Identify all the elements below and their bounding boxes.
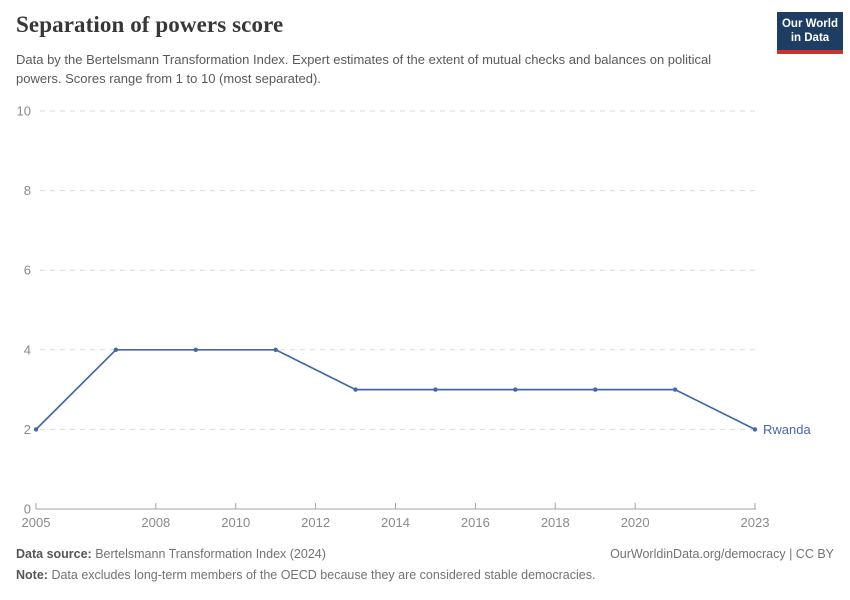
x-tick-label-2020: 2020 [621, 515, 650, 530]
data-point-2023 [752, 427, 758, 432]
footer-note-label: Note: [16, 568, 48, 582]
y-tick-label-4: 4 [24, 342, 31, 357]
data-point-2015 [433, 387, 438, 392]
owid-logo: Our World in Data [777, 12, 843, 54]
x-tick-label-2012: 2012 [301, 515, 330, 530]
data-point-2007 [113, 347, 119, 352]
x-tick-label-2008: 2008 [141, 515, 170, 530]
x-tick-label-2014: 2014 [381, 515, 410, 530]
gridlines [40, 110, 756, 430]
x-tick-label-2018: 2018 [541, 515, 570, 530]
x-tick-label-2023: 2023 [741, 515, 770, 530]
data-point-2009 [193, 347, 198, 352]
x-tick-label-2005: 2005 [22, 515, 51, 530]
chart-subtitle: Data by the Bertelsmann Transformation I… [16, 52, 712, 86]
footer-source: Data source: Bertelsmann Transformation … [16, 547, 326, 561]
y-tick-label-0: 0 [24, 502, 31, 517]
data-point-2005 [33, 427, 39, 432]
data-point-2011 [273, 347, 278, 352]
y-axis-labels: 0 2 4 6 8 10 [17, 104, 31, 517]
footer-note-value: Data excludes long-term members of the O… [51, 568, 596, 582]
y-tick-label-6: 6 [24, 263, 31, 278]
footer-rights: OurWorldinData.org/democracy | CC BY [610, 547, 834, 561]
x-axis: 2005 2008 2010 2012 2014 2016 2018 2020 2023 [22, 503, 770, 530]
y-tick-label-2: 2 [24, 422, 31, 437]
data-point-2019 [593, 387, 598, 392]
entity-label-rwanda: Rwanda [763, 422, 811, 437]
footer-source-value: Bertelsmann Transformation Index (2024) [95, 547, 326, 561]
data-point-2013 [353, 387, 358, 392]
series-layer: Rwanda [33, 347, 811, 437]
y-tick-label-10: 10 [17, 104, 31, 119]
footer-note-row: Note: Data excludes long-term members of… [16, 568, 834, 582]
x-tick-label-2016: 2016 [461, 515, 490, 530]
x-tick-label-2010: 2010 [221, 515, 250, 530]
footer-source-row: Data source: Bertelsmann Transformation … [16, 547, 834, 561]
footer-source-label: Data source: [16, 547, 92, 561]
owid-logo-line1: Our World [781, 18, 838, 30]
y-tick-label-8: 8 [24, 183, 31, 198]
data-point-2017 [513, 387, 518, 392]
rwanda-series-line [35, 348, 756, 431]
data-point-2021 [672, 387, 678, 392]
owid-logo-line2: in Data [790, 32, 830, 45]
page-title: Separation of powers score [16, 12, 284, 37]
